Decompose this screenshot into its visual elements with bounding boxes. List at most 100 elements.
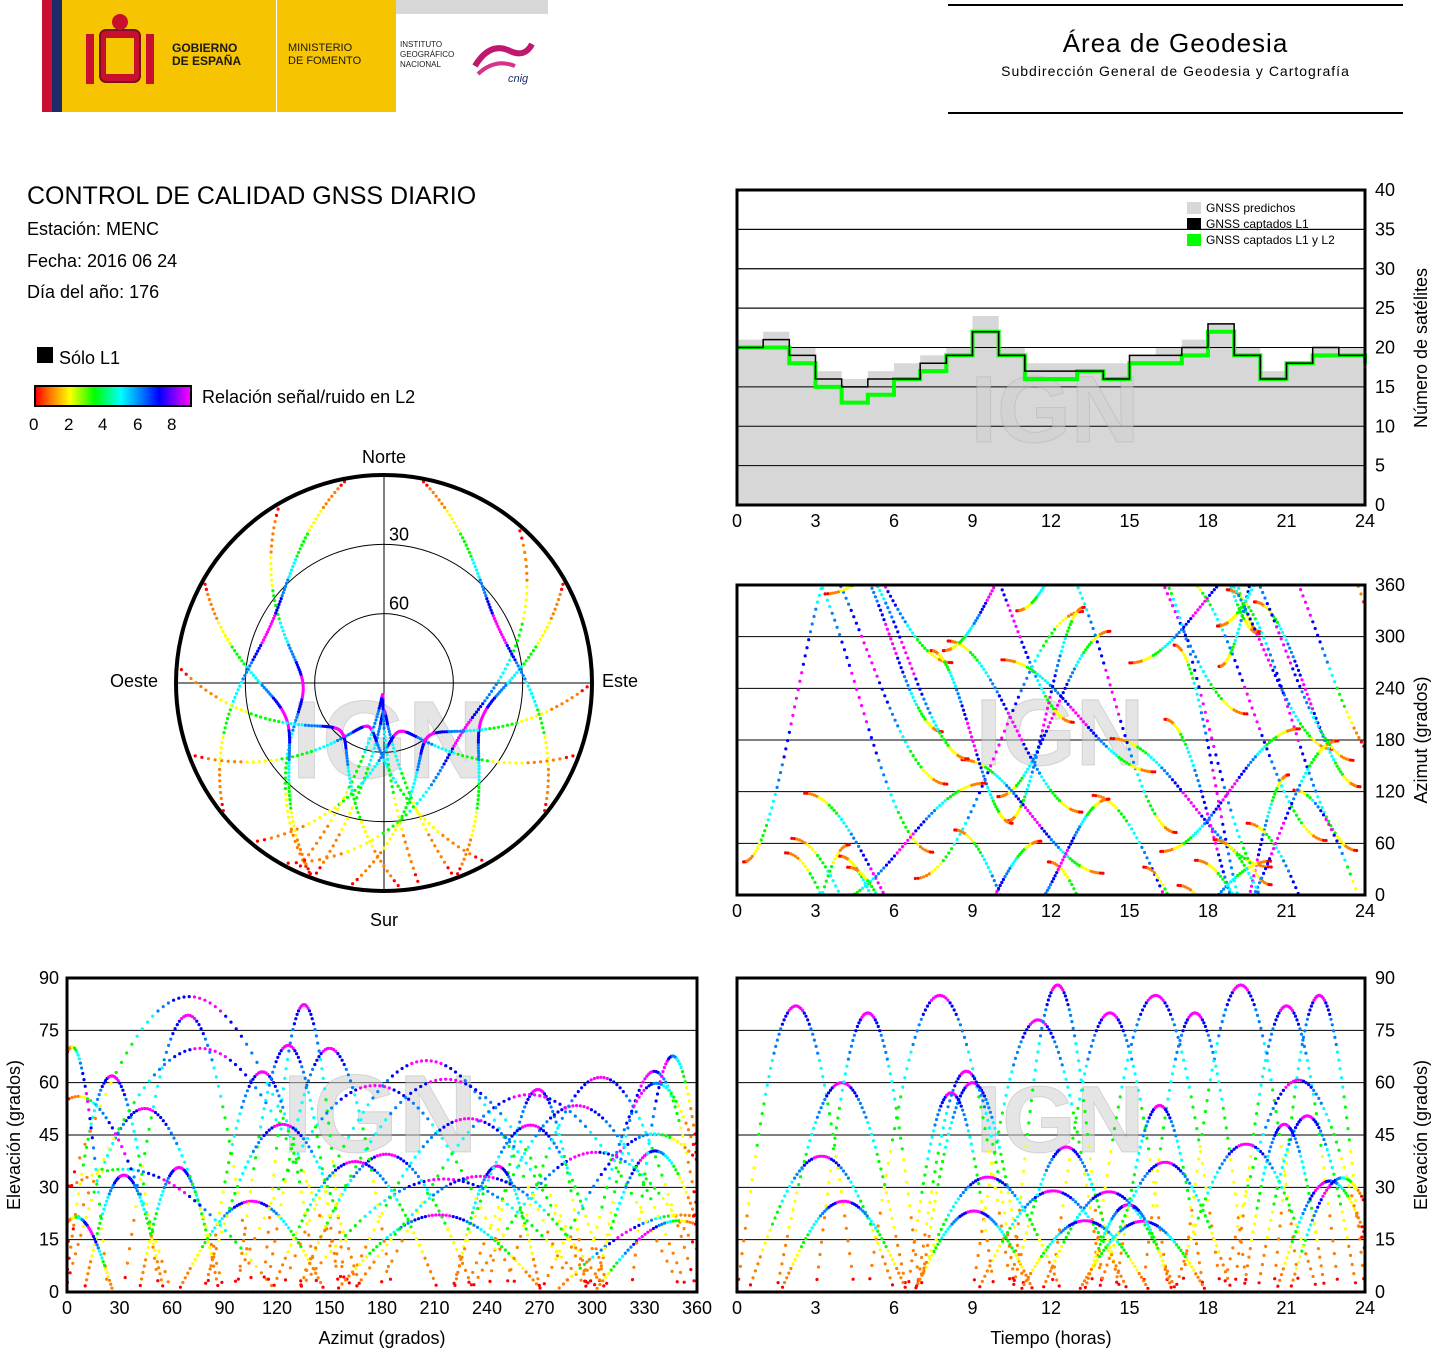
track-point — [344, 746, 348, 750]
track-point — [234, 691, 239, 696]
track-point — [476, 738, 480, 742]
track-point — [328, 1244, 332, 1248]
track-point — [477, 771, 481, 775]
track-point — [1233, 639, 1237, 643]
satellite-track — [294, 692, 422, 890]
track-point — [520, 536, 524, 540]
track-point — [484, 727, 488, 731]
track-point — [328, 849, 332, 853]
track-point — [171, 1032, 175, 1036]
track-point — [289, 649, 293, 653]
track-point — [490, 689, 494, 693]
track-point — [1307, 771, 1311, 775]
track-point — [107, 1147, 111, 1151]
track-point — [1350, 721, 1354, 725]
track-point — [133, 1183, 137, 1187]
track-point — [923, 646, 927, 650]
track-point — [930, 653, 934, 657]
track-point — [1333, 761, 1337, 765]
track-point — [166, 1176, 170, 1180]
track-point — [826, 874, 830, 878]
track-point — [984, 861, 988, 865]
track-point — [1272, 737, 1276, 741]
track-point — [1227, 801, 1231, 805]
track-point — [964, 646, 968, 650]
track-point — [1136, 773, 1140, 777]
track-point — [505, 1141, 509, 1145]
track-point — [434, 494, 438, 498]
track-point — [270, 619, 274, 623]
track-point — [521, 543, 525, 547]
track-point — [417, 1181, 421, 1185]
track-point — [1140, 845, 1144, 849]
track-point — [304, 864, 308, 868]
track-point — [634, 1200, 639, 1204]
track-point — [295, 715, 299, 719]
track-point — [850, 671, 854, 675]
track-point — [597, 1113, 601, 1117]
x-tick-label: 15 — [1119, 901, 1139, 921]
track-point — [413, 873, 418, 877]
track-point — [483, 1103, 487, 1107]
track-point — [379, 1125, 383, 1129]
track-point — [507, 1175, 511, 1179]
track-point — [1342, 756, 1346, 760]
track-point — [1049, 838, 1053, 842]
track-point — [938, 862, 943, 866]
track-point — [294, 660, 298, 664]
track-point — [1292, 809, 1296, 813]
track-point — [531, 649, 535, 653]
track-point — [1000, 880, 1004, 885]
track-point — [815, 885, 820, 889]
track-point — [270, 538, 274, 542]
track-point — [845, 587, 849, 591]
track-point — [262, 1216, 266, 1220]
track-point — [1024, 770, 1028, 774]
track-point — [262, 1202, 266, 1206]
track-point — [1026, 783, 1031, 787]
track-point — [663, 1221, 667, 1225]
track-point — [1294, 813, 1299, 817]
track-point — [796, 856, 800, 860]
track-point — [285, 721, 289, 725]
track-point — [933, 655, 937, 659]
track-point — [601, 1253, 605, 1258]
track-point — [1257, 826, 1261, 830]
track-point — [525, 591, 529, 596]
track-point — [1081, 820, 1085, 824]
track-point — [1201, 795, 1205, 799]
track-point — [277, 617, 281, 621]
track-point — [475, 806, 479, 810]
track-point — [549, 616, 553, 620]
track-point — [530, 1251, 534, 1255]
track-point — [527, 1239, 531, 1243]
track-point — [521, 616, 526, 620]
track-point — [457, 1264, 461, 1268]
track-point — [477, 782, 481, 786]
track-point — [153, 1248, 157, 1252]
track-point — [339, 852, 343, 856]
track-point — [1198, 704, 1202, 708]
track-point — [151, 1105, 155, 1109]
track-point — [474, 855, 478, 859]
track-point — [378, 722, 383, 726]
track-point — [768, 812, 772, 816]
track-point — [518, 529, 522, 533]
track-point — [673, 1105, 677, 1109]
track-point — [289, 827, 293, 831]
track-point — [476, 743, 480, 747]
track-point — [1168, 775, 1172, 779]
track-point — [1158, 648, 1162, 652]
track-point — [1180, 735, 1184, 739]
track-point — [453, 1070, 458, 1074]
track-point — [418, 737, 423, 741]
track-point — [635, 1241, 639, 1245]
track-point — [810, 847, 815, 851]
track-point — [842, 821, 846, 825]
track-point — [1102, 661, 1106, 665]
track-point — [824, 879, 828, 883]
track-point — [1030, 770, 1034, 774]
track-point — [526, 1185, 531, 1189]
track-point — [155, 1260, 159, 1264]
track-point — [206, 757, 211, 761]
